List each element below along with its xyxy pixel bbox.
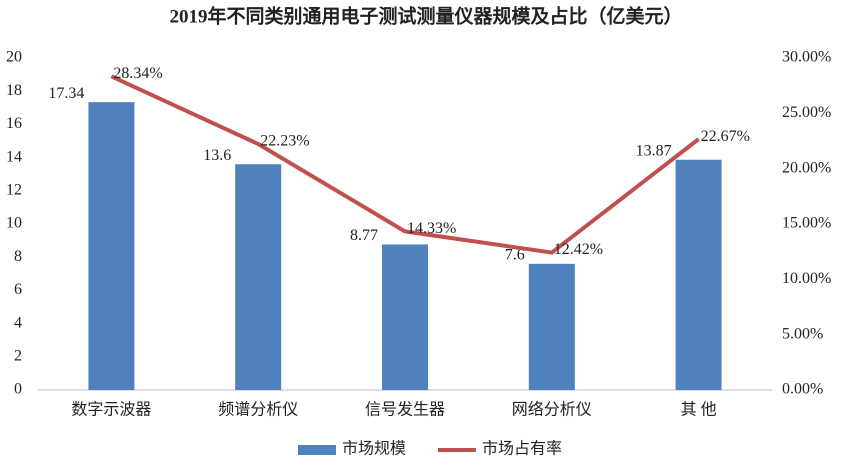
- line-value-label: 22.67%: [701, 128, 750, 145]
- y-tick-label: 16: [6, 115, 22, 132]
- x-tick-label: 频谱分析仪: [218, 401, 298, 419]
- legend-label: 市场规模: [342, 440, 406, 458]
- y-tick-label: 20: [6, 49, 22, 66]
- x-tick-label: 数字示波器: [71, 401, 151, 419]
- y2-tick-label: 30.00%: [782, 49, 831, 66]
- legend-label: 市场占有率: [482, 440, 562, 458]
- x-tick-label: 信号发生器: [365, 401, 445, 419]
- legend-swatch: [298, 445, 336, 455]
- bar: [235, 164, 282, 390]
- line-value-label: 22.23%: [260, 133, 309, 150]
- line-value-label: 12.42%: [554, 241, 603, 258]
- bar: [675, 159, 722, 390]
- bar-value-label: 13.6: [203, 147, 231, 164]
- y-tick-label: 14: [6, 148, 22, 165]
- y2-tick-label: 15.00%: [782, 215, 831, 232]
- y-tick-label: 18: [6, 82, 22, 99]
- y-tick-label: 8: [14, 248, 22, 265]
- bar: [382, 244, 428, 390]
- y2-tick-label: 5.00%: [782, 325, 823, 342]
- y-tick-label: 12: [6, 181, 22, 198]
- chart-title: 2019年不同类别通用电子测试测量仪器规模及占比（亿美元）: [169, 4, 682, 27]
- bar-value-label: 7.6: [505, 247, 525, 264]
- y-tick-label: 6: [14, 281, 22, 298]
- line-value-label: 14.33%: [407, 220, 456, 237]
- y-tick-label: 10: [6, 215, 22, 232]
- y2-tick-label: 25.00%: [782, 104, 831, 121]
- y-tick-label: 2: [14, 347, 22, 364]
- bar-value-label: 17.34: [48, 85, 84, 102]
- x-tick-label: 其 他: [681, 401, 717, 419]
- x-tick-label: 网络分析仪: [512, 400, 592, 419]
- line: [110, 74, 700, 255]
- y2-tick-label: 20.00%: [782, 159, 831, 176]
- y-tick-label: 4: [14, 314, 22, 331]
- y2-tick-label: 0.00%: [782, 381, 823, 398]
- bar-value-label: 13.87: [636, 142, 672, 159]
- bar: [528, 263, 575, 390]
- y2-tick-label: 10.00%: [782, 270, 831, 287]
- bar: [88, 102, 135, 390]
- bar-value-label: 8.77: [350, 227, 378, 244]
- line-value-label: 28.34%: [113, 65, 162, 82]
- y-tick-label: 0: [14, 381, 22, 398]
